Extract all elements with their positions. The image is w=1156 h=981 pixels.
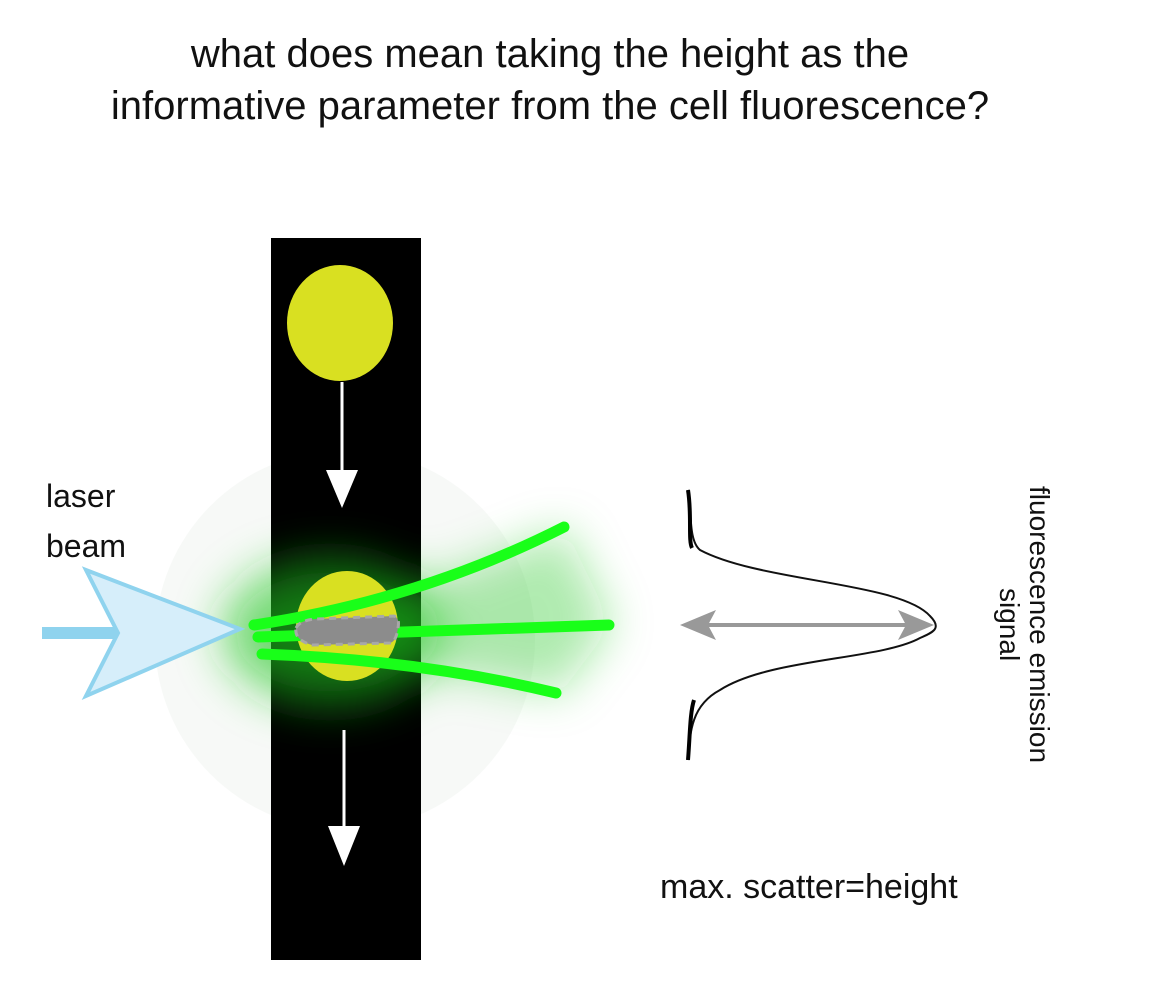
cell-upstream [287,265,393,381]
signal-pulse-tails [686,489,696,761]
height-measure-arrow [680,610,934,640]
flow-arrow-lower [328,730,360,866]
height-caption: max. scatter=height [660,868,958,906]
signal-label-line-1: fluorescence emission [1024,486,1055,764]
laser-label: laser [46,478,116,514]
diagram-title-line-1: what does mean taking the height as the [190,32,910,76]
fluorescence-signal-label: fluorescence emission signal [994,470,1055,780]
beam-label: beam [46,528,127,564]
laser-intersection-zone [294,614,400,647]
laser-beam-arrow [42,566,246,701]
diagram-title-line-2: informative parameter from the cell fluo… [110,84,990,128]
signal-pulse-curve [687,489,937,761]
signal-label-line-2: signal [994,588,1025,662]
flow-arrow-upper [326,382,358,508]
